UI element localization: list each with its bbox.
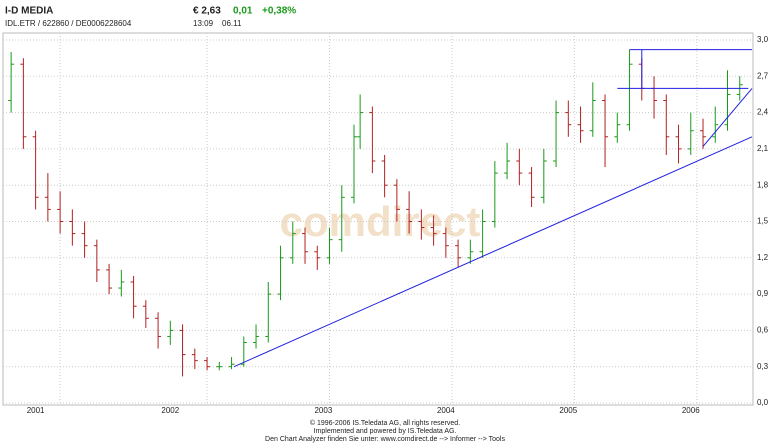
x-tick-label: 2002 [161, 406, 179, 415]
price: € 2,63 [193, 6, 221, 17]
y-tick-label: 0,6 [757, 326, 769, 335]
footer-line: Implemented and powered by IS.Teledata A… [314, 428, 457, 435]
y-tick-label: 0,9 [757, 289, 769, 298]
change-pct: +0,38% [262, 6, 296, 17]
watermark: comdirect [280, 198, 481, 245]
footer-line: Den Chart Analyzer finden Sie unter: www… [265, 436, 505, 443]
stock-ids: IDL.ETR / 622860 / DE0006228604 [5, 19, 132, 28]
y-tick-label: 1,2 [757, 253, 769, 262]
y-tick-label: 2,1 [757, 144, 769, 153]
y-tick-label: 0,3 [757, 362, 769, 371]
y-tick-label: 2,7 [757, 71, 769, 80]
y-tick-label: 1,5 [757, 217, 769, 226]
footer-line: © 1996-2006 IS.Teledata AG, all rights r… [310, 419, 460, 427]
y-tick-label: 3,0 [757, 35, 769, 44]
plot-frame [2, 32, 754, 406]
x-tick-label: 2005 [559, 406, 577, 415]
change: 0,01 [233, 6, 253, 17]
trendline [702, 88, 753, 147]
x-tick-label: 2006 [682, 406, 700, 415]
y-tick-label: 0,0 [757, 398, 769, 407]
x-tick-label: 2003 [314, 406, 332, 415]
y-tick-label: 2,4 [757, 108, 769, 117]
trendline [233, 136, 753, 368]
stock-name: I-D MEDIA [5, 6, 53, 17]
x-tick-label: 2004 [437, 406, 455, 415]
x-tick-label: 2001 [27, 406, 45, 415]
date: 06.11 [222, 19, 242, 28]
y-tick-label: 1,8 [757, 180, 769, 189]
time: 13:09 [193, 19, 214, 28]
